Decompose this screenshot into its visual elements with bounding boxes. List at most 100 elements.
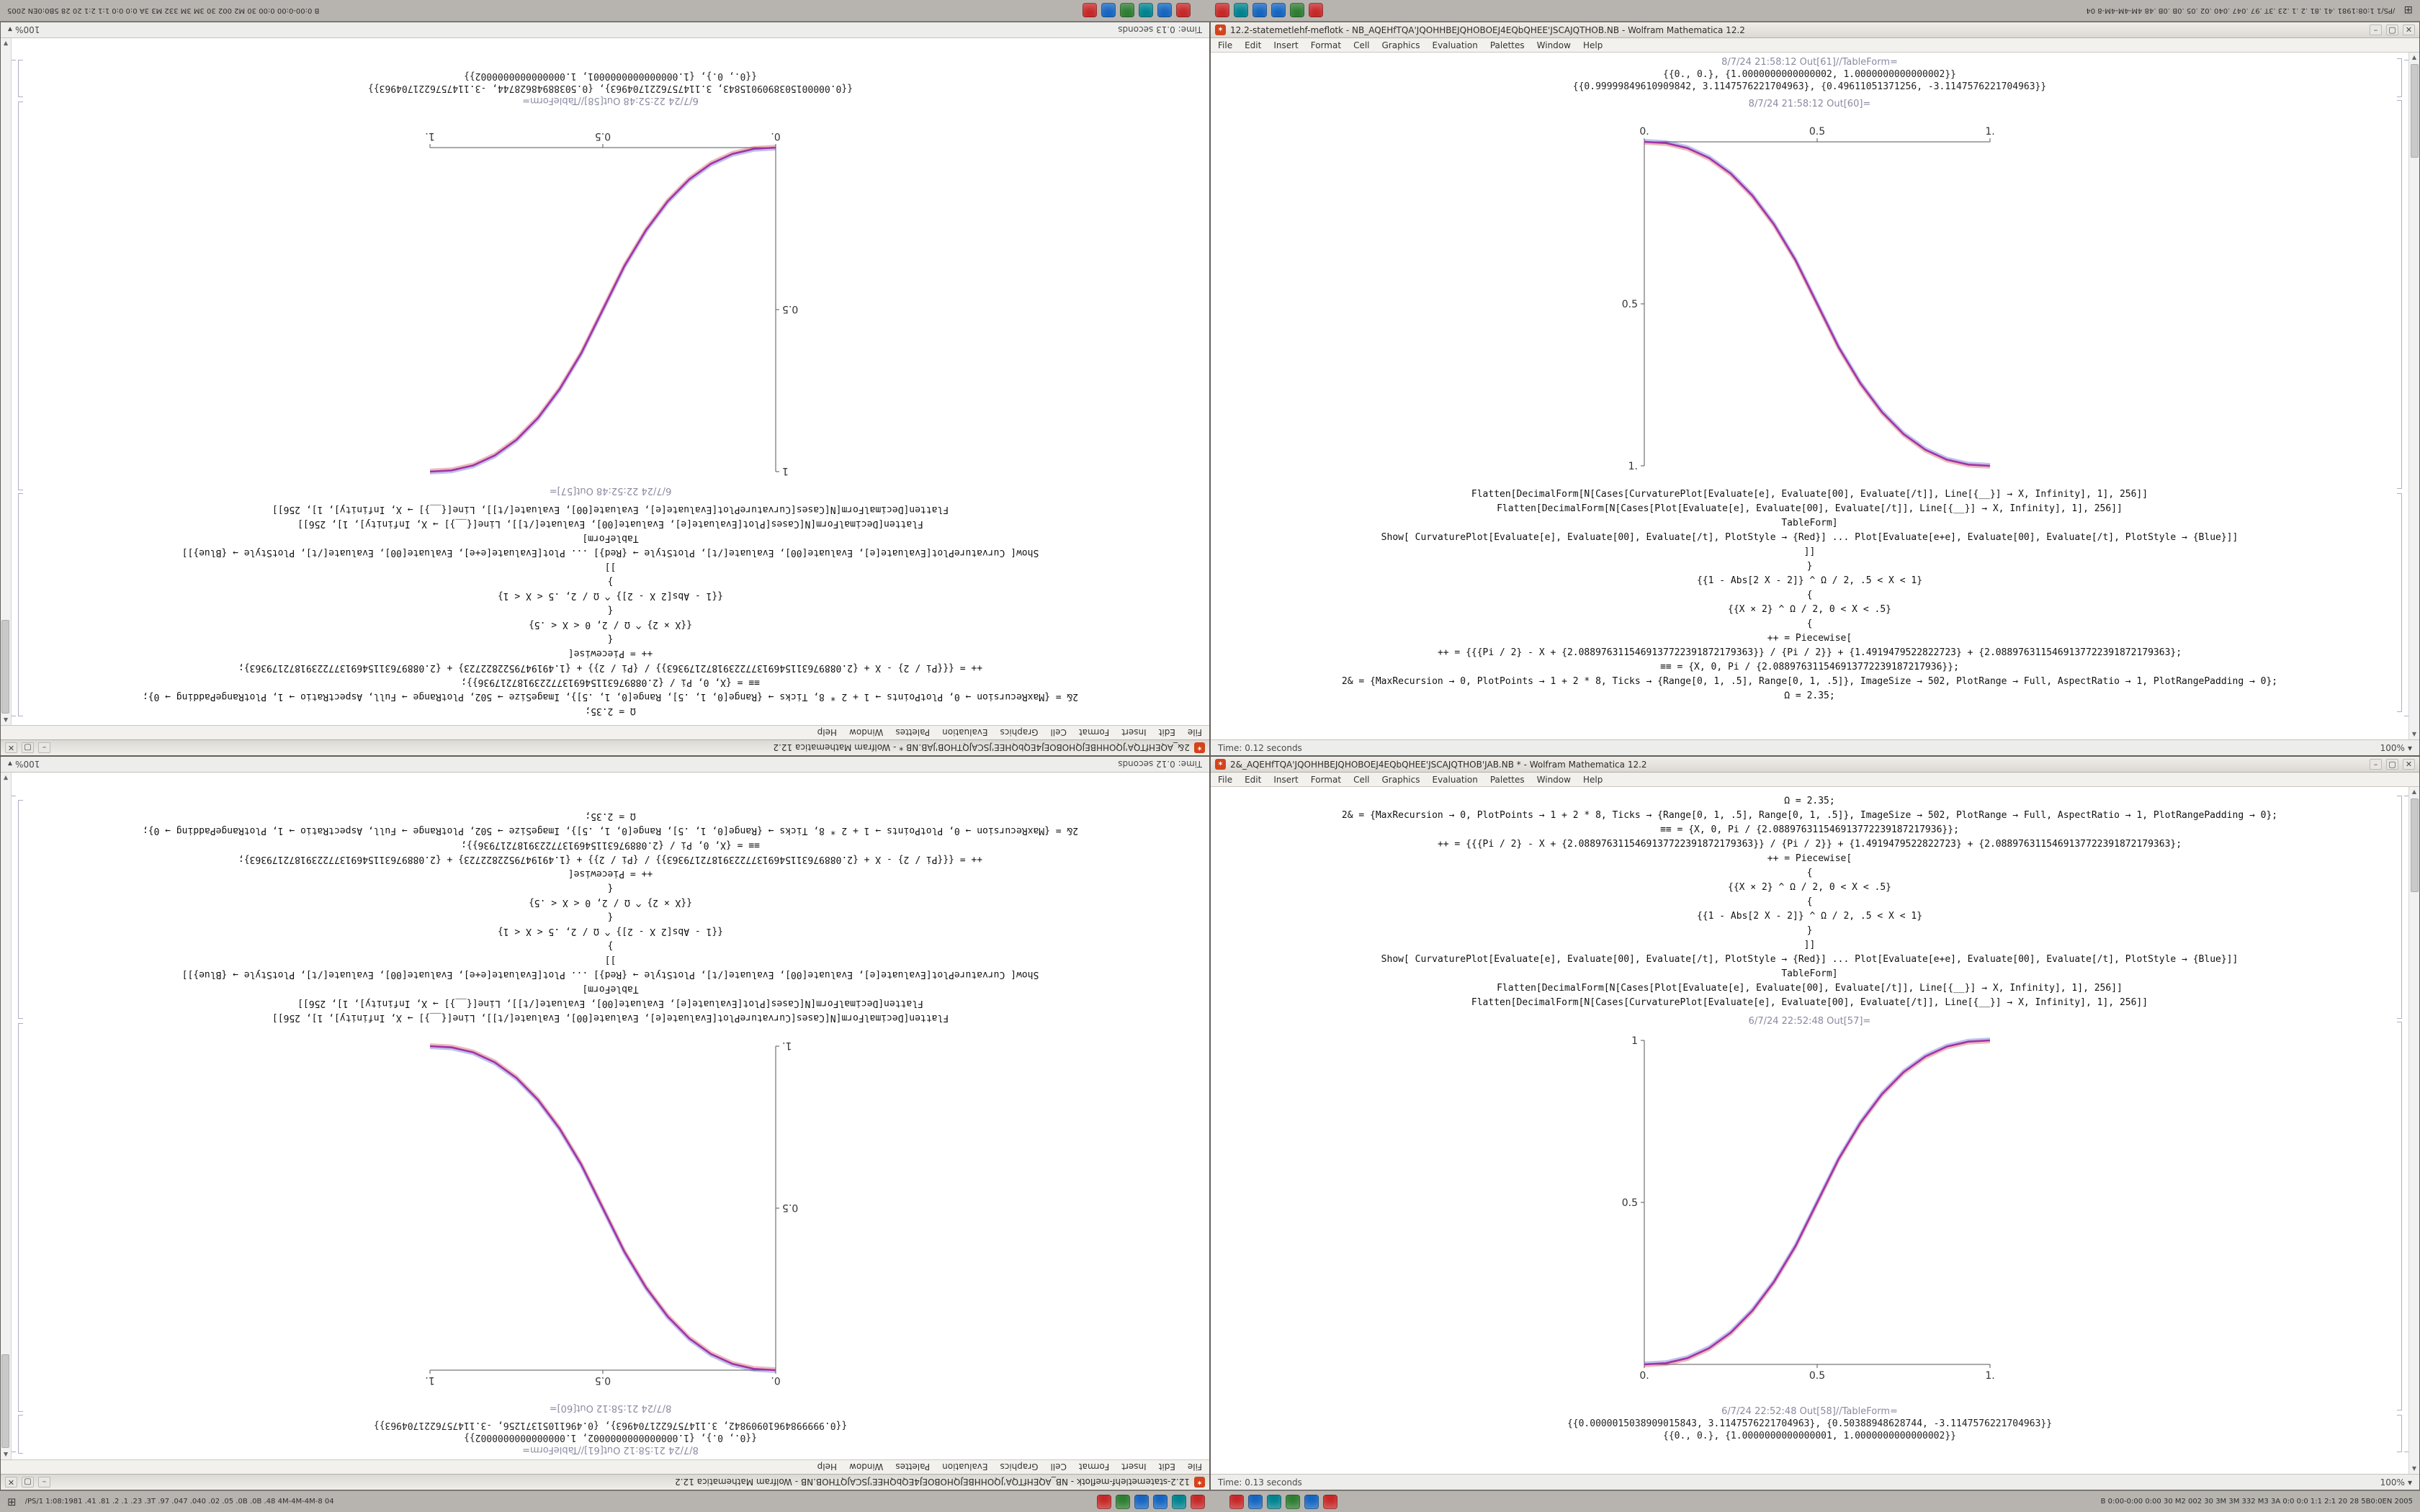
notebook-content[interactable]: Ω = 2.35; 2& = {MaxRecursion → 0, PlotPo… <box>1 38 1209 725</box>
taskbar-app-icon[interactable] <box>1270 3 1286 18</box>
menu-evaluation[interactable]: Evaluation <box>1432 40 1478 50</box>
taskbar-app-icon[interactable] <box>1286 1494 1301 1509</box>
vertical-scrollbar[interactable]: ▲ ▼ <box>1 773 12 1459</box>
window-titlebar[interactable]: ✶ 2&_AQEHfTQA'JQOHHBEJQHOBOEJ4EQbQHEE'JS… <box>1 739 1209 755</box>
menu-insert[interactable]: Insert <box>1273 40 1299 50</box>
taskbar-app-icon[interactable] <box>1116 1494 1131 1509</box>
menu-cell[interactable]: Cell <box>1353 40 1370 50</box>
menu-insert[interactable]: Insert <box>1121 727 1147 738</box>
menu-evaluation[interactable]: Evaluation <box>942 1462 988 1472</box>
menu-cell[interactable]: Cell <box>1050 727 1067 738</box>
scroll-up-icon[interactable]: ▲ <box>2411 788 2417 795</box>
close-button[interactable]: ✕ <box>5 1477 17 1488</box>
menu-insert[interactable]: Insert <box>1273 774 1299 785</box>
zoom-level[interactable]: 100% ▾ <box>2380 743 2412 753</box>
menu-palettes[interactable]: Palettes <box>1489 40 1525 50</box>
taskbar-app-icon[interactable] <box>1229 1494 1245 1509</box>
menu-palettes[interactable]: Palettes <box>1489 774 1525 785</box>
zoom-level[interactable]: 100% ▾ <box>8 25 40 35</box>
taskbar-app-icon[interactable] <box>1134 1494 1150 1509</box>
scroll-down-icon[interactable]: ▼ <box>3 775 9 781</box>
menu-file[interactable]: File <box>1218 40 1233 50</box>
scroll-thumb[interactable] <box>2410 64 2419 158</box>
window-titlebar[interactable]: ✶ 12.2-statemetlehf-meflotk - NB_AQEHfTQ… <box>1211 22 2419 38</box>
menu-file[interactable]: File <box>1187 1462 1202 1472</box>
notebook-content[interactable]: 8/7/24 21:58:12 Out[61]//TableForm= {{0.… <box>1 773 1209 1459</box>
cell-bracket[interactable] <box>2397 100 2402 489</box>
scroll-up-icon[interactable]: ▲ <box>2411 54 2417 60</box>
menu-cell[interactable]: Cell <box>1353 774 1370 785</box>
input-cell[interactable]: Ω = 2.35; 2& = {MaxRecursion → 0, PlotPo… <box>1211 794 2408 1010</box>
cell-bracket[interactable] <box>2397 1415 2402 1452</box>
cell-bracket[interactable] <box>18 1023 23 1412</box>
taskbar-app-icon[interactable] <box>1191 1494 1206 1509</box>
taskbar-app-icon[interactable] <box>1233 3 1248 18</box>
menu-insert[interactable]: Insert <box>1121 1462 1147 1472</box>
vertical-scrollbar[interactable]: ▲ ▼ <box>2408 53 2419 739</box>
menu-graphics[interactable]: Graphics <box>1381 774 1420 785</box>
maximize-button[interactable]: ▢ <box>2386 24 2398 35</box>
window-titlebar[interactable]: ✶ 2&_AQEHfTQA'JQOHHBEJQHOBOEJ4EQbQHEE'JS… <box>1211 757 2419 773</box>
menu-format[interactable]: Format <box>1078 1462 1110 1472</box>
menu-edit[interactable]: Edit <box>1158 727 1175 738</box>
start-button[interactable]: ⊞ <box>7 1495 17 1508</box>
zoom-level[interactable]: 100% ▾ <box>2380 1477 2412 1488</box>
taskbar-app-icon[interactable] <box>1248 1494 1263 1509</box>
input-cell[interactable]: Flatten[DecimalForm[N[Cases[CurvaturePlo… <box>1211 487 2408 703</box>
taskbar-app-icon[interactable] <box>1304 1494 1319 1509</box>
notebook-content[interactable]: Ω = 2.35; 2& = {MaxRecursion → 0, PlotPo… <box>1211 787 2419 1474</box>
maximize-button[interactable]: ▢ <box>2386 759 2398 770</box>
close-button[interactable]: ✕ <box>2403 24 2415 35</box>
vertical-scrollbar[interactable]: ▲ ▼ <box>2408 787 2419 1474</box>
taskbar-app-icon[interactable] <box>1138 3 1153 18</box>
menu-graphics[interactable]: Graphics <box>1000 727 1039 738</box>
menu-edit[interactable]: Edit <box>1158 1462 1175 1472</box>
taskbar-app-icon[interactable] <box>1175 3 1191 18</box>
cell-bracket[interactable] <box>18 1415 23 1454</box>
menu-graphics[interactable]: Graphics <box>1000 1462 1039 1472</box>
menu-format[interactable]: Format <box>1310 774 1342 785</box>
scroll-down-icon[interactable]: ▼ <box>2411 731 2417 737</box>
menu-window[interactable]: Window <box>1536 774 1571 785</box>
menu-window[interactable]: Window <box>1536 40 1571 50</box>
menu-cell[interactable]: Cell <box>1050 1462 1067 1472</box>
scroll-thumb[interactable] <box>2410 798 2419 892</box>
taskbar-app-icon[interactable] <box>1097 1494 1112 1509</box>
cell-bracket[interactable] <box>18 102 23 490</box>
cell-bracket[interactable] <box>2397 1022 2402 1410</box>
scroll-up-icon[interactable]: ▲ <box>3 717 9 724</box>
taskbar-app-icon[interactable] <box>1101 3 1116 18</box>
taskbar-app-icon[interactable] <box>1308 3 1323 18</box>
maximize-button[interactable]: ▢ <box>22 1477 34 1488</box>
menu-help[interactable]: Help <box>817 1462 838 1472</box>
maximize-button[interactable]: ▢ <box>22 742 34 753</box>
scroll-thumb[interactable] <box>1 1354 10 1448</box>
cell-bracket[interactable] <box>18 800 23 1019</box>
menu-edit[interactable]: Edit <box>1245 40 1262 50</box>
start-button[interactable]: ⊞ <box>2403 4 2413 17</box>
close-button[interactable]: ✕ <box>2403 759 2415 770</box>
taskbar-app-icon[interactable] <box>1153 1494 1168 1509</box>
minimize-button[interactable]: – <box>38 742 50 753</box>
menu-format[interactable]: Format <box>1078 727 1110 738</box>
menu-window[interactable]: Window <box>849 727 884 738</box>
window-titlebar[interactable]: ✶ 12.2-statemetlehf-meflotk - NB_AQEHfTQ… <box>1 1474 1209 1490</box>
menu-palettes[interactable]: Palettes <box>895 1462 931 1472</box>
minimize-button[interactable]: – <box>2370 759 2382 770</box>
menu-help[interactable]: Help <box>817 727 838 738</box>
menu-graphics[interactable]: Graphics <box>1381 40 1420 50</box>
taskbar-app-icon[interactable] <box>1157 3 1172 18</box>
menu-palettes[interactable]: Palettes <box>895 727 931 738</box>
close-button[interactable]: ✕ <box>5 742 17 753</box>
cell-bracket[interactable] <box>11 796 16 1452</box>
taskbar-app-icon[interactable] <box>1289 3 1304 18</box>
menu-evaluation[interactable]: Evaluation <box>942 727 988 738</box>
scroll-down-icon[interactable]: ▼ <box>3 40 9 47</box>
notebook-content[interactable]: 8/7/24 21:58:12 Out[61]//TableForm= {{0.… <box>1211 53 2419 739</box>
scroll-down-icon[interactable]: ▼ <box>2411 1465 2417 1472</box>
taskbar-app-icon[interactable] <box>1252 3 1267 18</box>
cell-bracket[interactable] <box>2397 796 2402 1019</box>
taskbar-app-icon[interactable] <box>1082 3 1097 18</box>
menu-edit[interactable]: Edit <box>1245 774 1262 785</box>
menu-help[interactable]: Help <box>1582 40 1603 50</box>
